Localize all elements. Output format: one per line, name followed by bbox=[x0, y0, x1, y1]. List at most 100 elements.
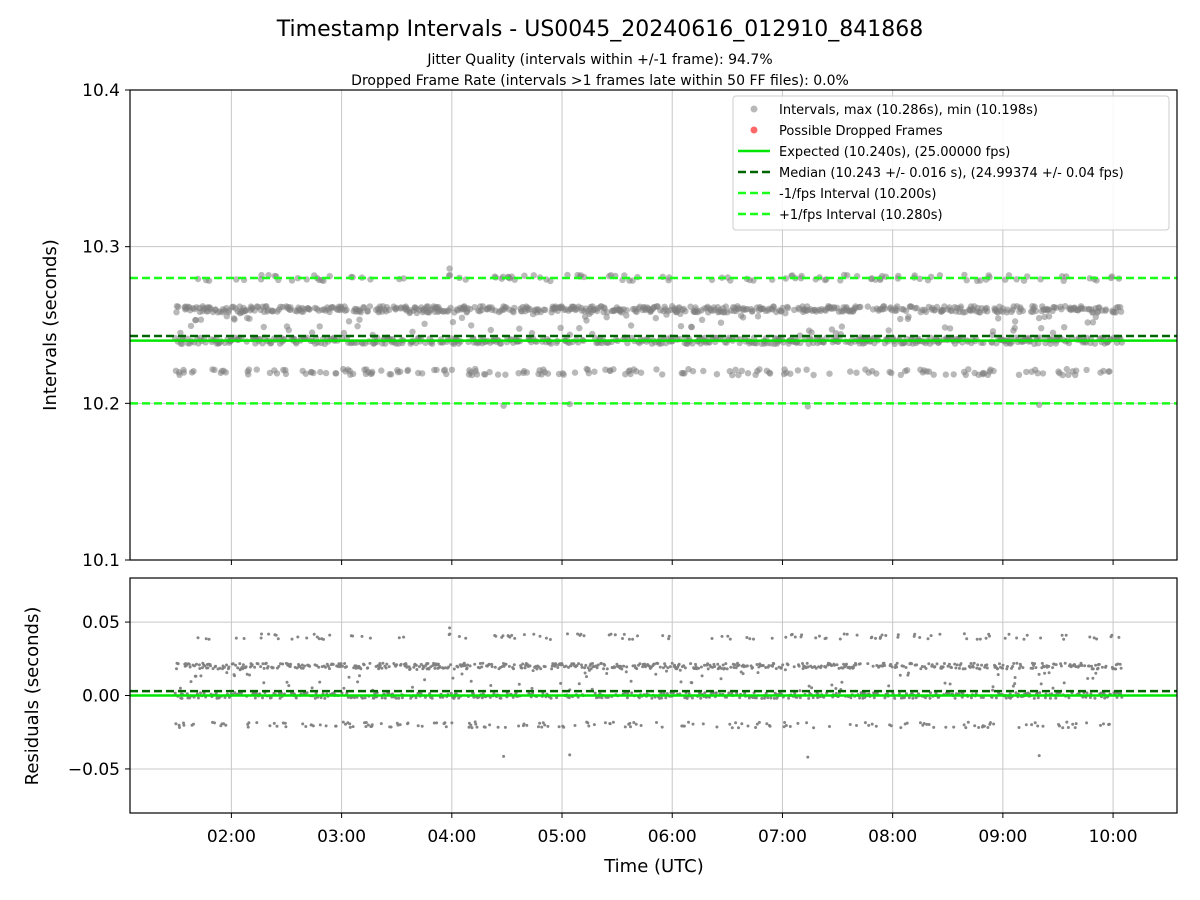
residual-point bbox=[609, 632, 613, 636]
residual-point bbox=[195, 662, 198, 666]
residual-point bbox=[234, 663, 238, 667]
residual-point bbox=[549, 696, 553, 700]
residual-point bbox=[464, 636, 468, 640]
residual-point bbox=[689, 662, 693, 666]
residual-point bbox=[969, 662, 973, 665]
residual-point bbox=[387, 665, 391, 669]
residual-point bbox=[661, 666, 665, 670]
residual-point bbox=[1015, 661, 1019, 665]
residual-point bbox=[830, 683, 834, 687]
residual-point bbox=[544, 636, 548, 640]
interval-point bbox=[173, 309, 180, 316]
residual-point bbox=[807, 684, 811, 688]
residual-point bbox=[703, 691, 707, 695]
x-tick-label: 04:00 bbox=[427, 827, 476, 847]
residual-point bbox=[389, 725, 393, 729]
residual-point bbox=[1011, 684, 1015, 688]
residual-point bbox=[986, 726, 990, 729]
residual-point bbox=[602, 667, 606, 671]
interval-point bbox=[989, 328, 997, 335]
residual-point bbox=[272, 721, 276, 725]
interval-point bbox=[386, 306, 393, 314]
residual-point bbox=[301, 666, 305, 670]
residual-point bbox=[554, 663, 558, 667]
residual-point bbox=[344, 722, 347, 726]
residual-point bbox=[560, 663, 564, 667]
residual-point bbox=[1030, 723, 1034, 727]
residual-point bbox=[653, 662, 656, 666]
residual-point bbox=[667, 634, 671, 638]
residual-point bbox=[261, 696, 264, 700]
residual-point bbox=[845, 662, 848, 666]
residual-point bbox=[289, 662, 293, 666]
interval-point bbox=[306, 306, 313, 313]
residual-point bbox=[237, 691, 241, 695]
residual-point bbox=[930, 663, 934, 667]
residual-point bbox=[368, 636, 372, 640]
residual-point bbox=[593, 691, 597, 695]
residual-point bbox=[1013, 682, 1017, 686]
residual-point bbox=[457, 635, 461, 638]
residual-point bbox=[682, 664, 686, 668]
residual-point bbox=[541, 721, 545, 725]
residual-point bbox=[262, 666, 266, 670]
residual-point bbox=[599, 661, 603, 665]
interval-point bbox=[349, 370, 357, 377]
residual-point bbox=[630, 691, 634, 695]
residual-point bbox=[342, 686, 346, 690]
residual-point bbox=[740, 722, 744, 726]
interval-point bbox=[897, 371, 904, 379]
residual-point bbox=[954, 666, 958, 670]
residual-point bbox=[206, 666, 210, 670]
residual-point bbox=[543, 723, 547, 727]
residual-point bbox=[380, 666, 384, 670]
residual-point bbox=[301, 722, 305, 726]
residual-point bbox=[683, 666, 687, 670]
residual-point bbox=[475, 725, 479, 729]
residual-point bbox=[1036, 724, 1040, 728]
residual-point bbox=[1091, 676, 1095, 680]
residual-point bbox=[849, 696, 853, 700]
residual-point bbox=[247, 721, 251, 725]
residual-point bbox=[907, 696, 911, 700]
residual-point bbox=[1099, 723, 1102, 727]
interval-point bbox=[717, 319, 725, 326]
residual-point bbox=[984, 636, 988, 640]
interval-point bbox=[192, 316, 200, 324]
interval-point bbox=[957, 303, 965, 310]
residual-point bbox=[818, 634, 821, 638]
residual-point bbox=[202, 691, 206, 695]
interval-point bbox=[925, 368, 933, 375]
residual-point bbox=[819, 664, 823, 668]
residual-point bbox=[1104, 664, 1108, 668]
residual-point bbox=[522, 722, 526, 726]
interval-point bbox=[804, 403, 811, 410]
residual-point bbox=[174, 722, 178, 726]
residual-point bbox=[525, 723, 529, 727]
residual-point bbox=[209, 664, 212, 668]
residual-point bbox=[1043, 671, 1047, 675]
residual-point bbox=[963, 667, 967, 671]
residual-point bbox=[961, 691, 965, 695]
residual-point bbox=[754, 726, 758, 729]
residual-point bbox=[792, 665, 796, 669]
residual-point bbox=[1086, 677, 1090, 680]
residual-point bbox=[866, 662, 870, 666]
interval-point bbox=[332, 370, 340, 377]
residual-point bbox=[746, 724, 750, 728]
residual-point bbox=[250, 663, 254, 667]
interval-point bbox=[857, 303, 864, 311]
residual-point bbox=[1066, 726, 1070, 729]
residual-point bbox=[814, 666, 818, 670]
residual-point bbox=[259, 665, 263, 669]
residual-point bbox=[362, 663, 366, 667]
residual-point bbox=[225, 663, 228, 667]
interval-point bbox=[1065, 371, 1072, 378]
residual-point bbox=[469, 679, 473, 683]
residual-point bbox=[308, 664, 312, 668]
residual-point bbox=[765, 722, 769, 726]
residual-point bbox=[1001, 663, 1005, 667]
interval-point bbox=[397, 368, 404, 375]
residual-point bbox=[1083, 664, 1087, 668]
residual-point bbox=[855, 724, 858, 727]
